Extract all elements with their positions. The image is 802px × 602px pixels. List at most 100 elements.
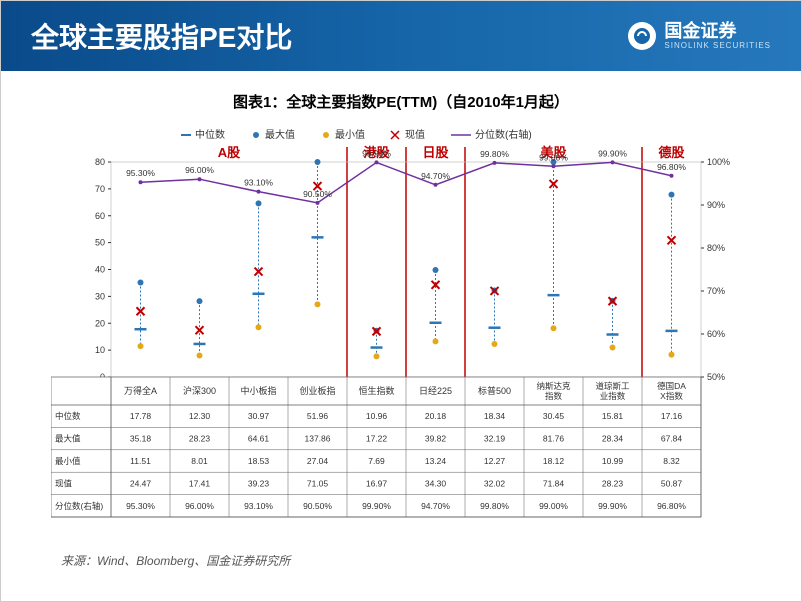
svg-text:德国DA: 德国DA <box>657 381 686 391</box>
svg-text:60%: 60% <box>707 329 725 339</box>
company-logo: 国金证券 SINOLINK SECURITIES <box>628 22 771 51</box>
svg-text:40: 40 <box>95 265 105 275</box>
svg-text:X指数: X指数 <box>660 391 683 401</box>
svg-text:13.24: 13.24 <box>425 456 447 466</box>
svg-text:最小值: 最小值 <box>55 456 81 466</box>
svg-text:39.82: 39.82 <box>425 434 447 444</box>
svg-text:70: 70 <box>95 184 105 194</box>
svg-text:27.04: 27.04 <box>307 456 329 466</box>
svg-text:标普500: 标普500 <box>478 385 511 396</box>
svg-text:现值: 现值 <box>55 478 73 488</box>
svg-text:7.69: 7.69 <box>368 456 385 466</box>
svg-text:12.27: 12.27 <box>484 456 506 466</box>
svg-text:28.23: 28.23 <box>189 434 211 444</box>
svg-text:最大值: 最大值 <box>265 128 295 141</box>
svg-text:中位数: 中位数 <box>195 128 225 141</box>
svg-text:99.90%: 99.90% <box>598 501 627 511</box>
svg-text:94.70%: 94.70% <box>421 501 450 511</box>
svg-text:34.30: 34.30 <box>425 478 447 488</box>
svg-text:17.16: 17.16 <box>661 411 683 421</box>
svg-text:96.80%: 96.80% <box>657 501 686 511</box>
svg-text:11.51: 11.51 <box>130 456 151 466</box>
svg-text:28.23: 28.23 <box>602 478 624 488</box>
svg-text:恒生指数: 恒生指数 <box>358 385 394 396</box>
svg-text:20: 20 <box>95 318 105 328</box>
svg-text:93.10%: 93.10% <box>244 501 273 511</box>
logo-subtext: SINOLINK SECURITIES <box>664 41 771 50</box>
svg-text:32.19: 32.19 <box>484 434 506 444</box>
logo-icon <box>628 22 656 50</box>
svg-text:16.97: 16.97 <box>366 478 388 488</box>
svg-text:10: 10 <box>95 345 105 355</box>
svg-text:中小板指: 中小板指 <box>240 385 276 396</box>
svg-text:创业板指: 创业板指 <box>299 385 335 396</box>
svg-text:A股: A股 <box>218 145 240 160</box>
svg-text:15.81: 15.81 <box>602 411 624 421</box>
svg-text:94.70%: 94.70% <box>421 171 450 181</box>
svg-text:64.61: 64.61 <box>248 434 270 444</box>
svg-text:50: 50 <box>95 238 105 248</box>
svg-text:95.30%: 95.30% <box>126 501 155 511</box>
svg-text:28.34: 28.34 <box>602 434 624 444</box>
svg-text:50.87: 50.87 <box>661 478 683 488</box>
source-text: 来源：Wind、Bloomberg、国金证券研究所 <box>1 552 801 569</box>
svg-text:99.90%: 99.90% <box>598 148 627 158</box>
chart-container: 中位数最大值最小值现值分位数(右轴)A股港股日股美股德股010203040506… <box>51 127 751 532</box>
svg-text:德股: 德股 <box>658 145 684 160</box>
svg-text:80%: 80% <box>707 243 725 253</box>
svg-text:日经225: 日经225 <box>419 385 452 396</box>
svg-text:60: 60 <box>95 211 105 221</box>
svg-text:18.53: 18.53 <box>248 456 270 466</box>
svg-text:96.00%: 96.00% <box>185 165 214 175</box>
logo-text: 国金证券 <box>664 22 771 42</box>
svg-text:96.00%: 96.00% <box>185 501 214 511</box>
svg-text:8.32: 8.32 <box>663 456 680 466</box>
svg-text:10.96: 10.96 <box>366 411 388 421</box>
svg-text:99.80%: 99.80% <box>480 149 509 159</box>
svg-text:90.50%: 90.50% <box>303 501 332 511</box>
svg-text:业指数: 业指数 <box>600 391 626 401</box>
svg-text:沪深300: 沪深300 <box>183 385 216 396</box>
svg-text:最小值: 最小值 <box>335 128 365 141</box>
svg-text:81.76: 81.76 <box>543 434 565 444</box>
svg-text:17.78: 17.78 <box>130 411 152 421</box>
svg-text:99.90%: 99.90% <box>362 501 391 511</box>
svg-text:指数: 指数 <box>545 391 563 401</box>
svg-text:17.41: 17.41 <box>189 478 211 488</box>
svg-text:80: 80 <box>95 157 105 167</box>
svg-text:30: 30 <box>95 291 105 301</box>
svg-text:51.96: 51.96 <box>307 411 329 421</box>
svg-text:93.10%: 93.10% <box>244 178 273 188</box>
svg-text:50%: 50% <box>707 372 725 382</box>
svg-text:现值: 现值 <box>405 128 425 141</box>
svg-text:32.02: 32.02 <box>484 478 506 488</box>
slide-header: 全球主要股指PE对比 国金证券 SINOLINK SECURITIES <box>1 1 801 71</box>
svg-text:99.00%: 99.00% <box>539 501 568 511</box>
svg-text:99.80%: 99.80% <box>480 501 509 511</box>
header-title: 全球主要股指PE对比 <box>31 16 292 56</box>
svg-text:最大值: 最大值 <box>55 434 81 444</box>
svg-text:99.90%: 99.90% <box>362 148 391 158</box>
svg-text:30.97: 30.97 <box>248 411 270 421</box>
svg-text:20.18: 20.18 <box>425 411 447 421</box>
svg-text:39.23: 39.23 <box>248 478 270 488</box>
svg-text:12.30: 12.30 <box>189 411 211 421</box>
svg-text:纳斯达克: 纳斯达克 <box>536 381 571 391</box>
chart-area: 图表1：全球主要指数PE(TTM)（自2010年1月起） 中位数最大值最小值现值… <box>1 71 801 542</box>
svg-text:日股: 日股 <box>422 145 448 160</box>
svg-text:30.45: 30.45 <box>543 411 565 421</box>
svg-text:10.99: 10.99 <box>602 456 624 466</box>
chart-svg: 中位数最大值最小值现值分位数(右轴)A股港股日股美股德股010203040506… <box>51 127 751 527</box>
svg-text:17.22: 17.22 <box>366 434 388 444</box>
svg-text:8.01: 8.01 <box>191 456 208 466</box>
svg-text:35.18: 35.18 <box>130 434 152 444</box>
svg-text:71.84: 71.84 <box>543 478 565 488</box>
svg-text:99.00%: 99.00% <box>539 152 568 162</box>
svg-text:100%: 100% <box>707 157 730 167</box>
svg-text:道琼斯工: 道琼斯工 <box>595 381 630 391</box>
slide: 全球主要股指PE对比 国金证券 SINOLINK SECURITIES 图表1：… <box>0 0 802 602</box>
svg-text:67.84: 67.84 <box>661 434 683 444</box>
svg-text:96.80%: 96.80% <box>657 162 686 172</box>
svg-text:18.12: 18.12 <box>543 456 565 466</box>
svg-text:24.47: 24.47 <box>130 478 152 488</box>
